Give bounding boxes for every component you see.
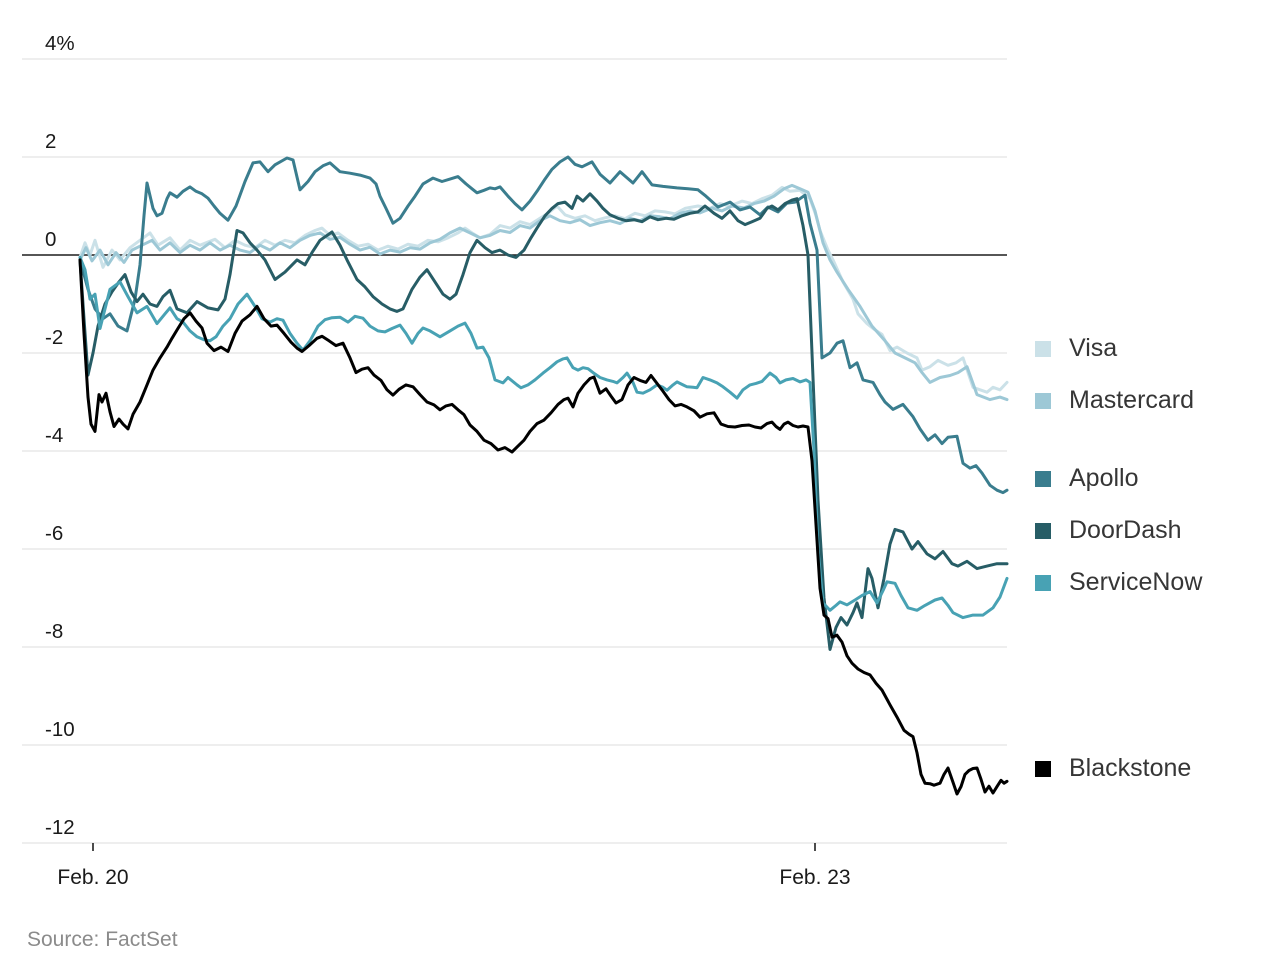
legend-item-mastercard: Mastercard bbox=[1035, 388, 1194, 413]
series-line-apollo bbox=[78, 155, 1009, 495]
y-axis-label: -6 bbox=[45, 522, 63, 545]
y-axis-label: 4% bbox=[45, 32, 75, 55]
y-axis-label: -8 bbox=[45, 620, 63, 643]
x-axis-label: Feb. 20 bbox=[57, 866, 128, 889]
legend-swatch-mastercard bbox=[1035, 392, 1051, 409]
series-line-servicenow bbox=[78, 255, 1009, 620]
series-line-doordash bbox=[78, 192, 1009, 651]
legend-item-servicenow: ServiceNow bbox=[1035, 570, 1202, 595]
legend-item-apollo: Apollo bbox=[1035, 466, 1139, 491]
legend-label-apollo: Apollo bbox=[1069, 464, 1139, 492]
y-axis-label: -12 bbox=[45, 816, 75, 839]
series-line-blackstone bbox=[78, 258, 1009, 796]
legend-swatch-servicenow bbox=[1035, 574, 1051, 591]
y-axis-label: 2 bbox=[45, 130, 56, 153]
legend-label-blackstone: Blackstone bbox=[1069, 754, 1192, 782]
legend-label-visa: Visa bbox=[1069, 334, 1118, 362]
legend-label-servicenow: ServiceNow bbox=[1069, 568, 1203, 596]
legend-item-doordash: DoorDash bbox=[1035, 518, 1182, 543]
source-text: Source: FactSet bbox=[27, 928, 178, 951]
y-axis-label: -10 bbox=[45, 718, 75, 741]
x-axis-label: Feb. 23 bbox=[779, 866, 850, 889]
y-axis-label: -2 bbox=[45, 326, 63, 349]
legend-swatch-doordash bbox=[1035, 522, 1051, 539]
legend-swatch-blackstone bbox=[1035, 760, 1051, 777]
legend-label-doordash: DoorDash bbox=[1069, 516, 1182, 544]
y-axis-label: -4 bbox=[45, 424, 63, 447]
legend-item-visa: Visa bbox=[1035, 336, 1117, 361]
legend-label-mastercard: Mastercard bbox=[1069, 386, 1195, 414]
legend-item-blackstone: Blackstone bbox=[1035, 756, 1191, 781]
legend-swatch-apollo bbox=[1035, 470, 1051, 487]
series-line-mastercard bbox=[78, 183, 1009, 402]
legend-swatch-visa bbox=[1035, 340, 1051, 357]
y-axis-label: 0 bbox=[45, 228, 56, 251]
